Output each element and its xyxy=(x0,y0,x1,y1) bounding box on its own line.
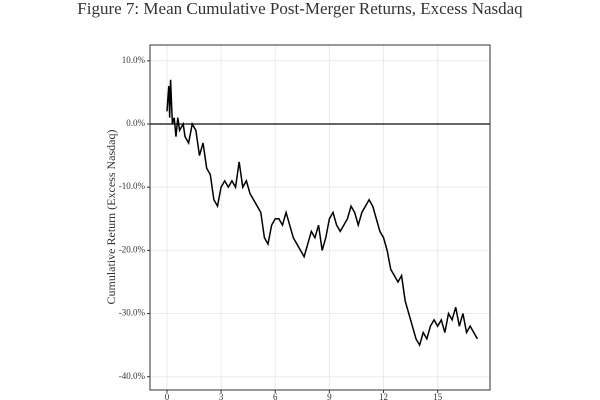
y-tick-label: -10.0% xyxy=(119,181,146,191)
x-tick-label: 12 xyxy=(379,392,388,400)
y-tick-label: -40.0% xyxy=(119,371,146,381)
x-tick-label: 0 xyxy=(165,392,170,400)
plot-background xyxy=(150,45,490,390)
y-tick-label: -20.0% xyxy=(119,244,146,254)
y-axis-label: Cumulative Return (Excess Nasdaq) xyxy=(104,130,118,305)
x-tick-label: 3 xyxy=(219,392,224,400)
x-tick-label: 15 xyxy=(433,392,443,400)
y-tick-label: 0.0% xyxy=(126,118,145,128)
y-tick-label: 10.0% xyxy=(122,55,146,65)
x-tick-label: 6 xyxy=(273,392,278,400)
plot-border xyxy=(149,44,491,391)
x-tick-label: 9 xyxy=(327,392,332,400)
data-line xyxy=(166,79,479,348)
chart-title: Figure 7: Mean Cumulative Post-Merger Re… xyxy=(77,0,523,18)
y-tick-label: -30.0% xyxy=(119,308,146,318)
